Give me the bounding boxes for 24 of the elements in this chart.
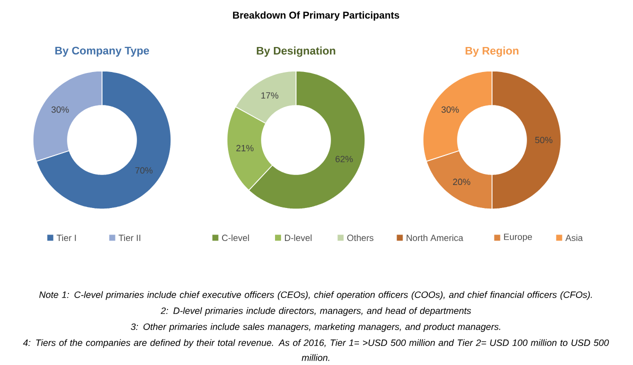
data-label: 30% — [442, 106, 459, 113]
legend-label: Tier II — [118, 234, 140, 242]
text: 3: Other primaries include sales managers, marketing managers, and product managers. — [130, 323, 500, 332]
text: 4: Tiers of the companies are defined by their total revenue. As of 2016, Tier 1= >USD 500 million and Tier 2= USD 100 million to USD 500 million. — [23, 339, 609, 361]
chart-title: By Company Type — [55, 46, 150, 57]
text: Note 1: C-level primaries include chief executive officers (CEOs), chief operation officers (COOs), and chief financial officers (CFOs). — [39, 291, 592, 300]
legend-label: Others — [347, 234, 374, 242]
text: 2: D-level primaries include directors, managers, and head of departments — [160, 307, 472, 316]
data-label: 30% — [52, 106, 69, 113]
chart-title: By Region — [466, 46, 518, 57]
data-label: 21% — [236, 144, 254, 152]
legend-label: Asia — [565, 234, 583, 242]
data-label: 70% — [135, 167, 153, 174]
data-label: 20% — [453, 178, 470, 186]
text: Breakdown Of Primary Participants — [233, 11, 400, 21]
legend-label: Europe — [504, 234, 532, 242]
chart-title: By Designation — [256, 46, 336, 57]
legend-label: Tier I — [56, 234, 76, 242]
data-label: 50% — [535, 136, 552, 144]
legend-label: North America — [406, 234, 464, 242]
legend-label: C-level — [222, 234, 249, 242]
data-label: 17% — [261, 92, 278, 99]
legend-label: D-level — [284, 234, 312, 242]
data-label: 62% — [336, 156, 353, 162]
